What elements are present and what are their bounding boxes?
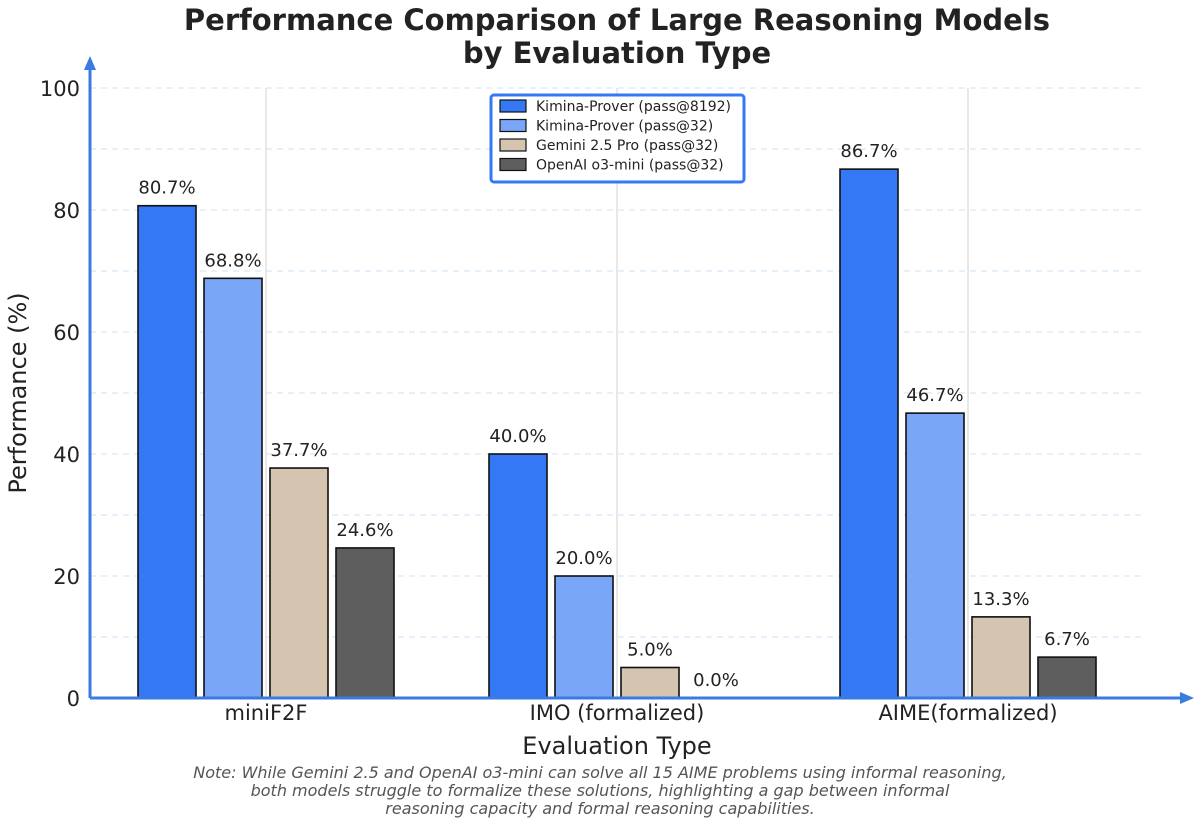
bar-label-0-3: 24.6% (336, 520, 393, 541)
bar-label-2-3: 6.7% (1044, 629, 1090, 650)
bar-value-labels: 80.7% 68.8% 37.7% 24.6% 40.0% 20.0% 5.0% 0.0% 86… (138, 141, 1089, 691)
bar-label-1-0: 40.0% (489, 426, 546, 447)
legend-swatch-2 (499, 138, 527, 152)
bar-0-1 (203, 277, 263, 699)
y-tick-label-60: 60 (53, 321, 80, 345)
legend-swatch-1 (499, 118, 527, 133)
bar-2-2 (971, 616, 1031, 699)
legend-label-2: Gemini 2.5 Pro (pass@32) (536, 138, 718, 154)
bar-0-0 (137, 204, 197, 699)
legend-label-1: Kimina-Prover (pass@32) (536, 119, 713, 135)
y-tick-label-40: 40 (53, 443, 80, 467)
footnote-line-2: both models struggle to formalize these … (251, 781, 950, 800)
bar-label-1-1: 20.0% (555, 548, 612, 569)
bar-label-0-2: 37.7% (270, 440, 327, 461)
legend-label-0: Kimina-Prover (pass@8192) (536, 99, 731, 115)
y-tick-label-100: 100 (40, 77, 80, 101)
x-tick-labels: miniF2F IMO (formalized) AIME(formalized) (225, 701, 1058, 725)
x-tick-label-2: AIME(formalized) (878, 701, 1057, 725)
legend-label-3: OpenAI o3-mini (pass@32) (536, 158, 724, 174)
footnote-line-3: reasoning capacity and formal reasoning … (385, 799, 814, 818)
y-tick-labels: 0 20 40 60 80 100 (40, 77, 80, 711)
footnote-line-1: Note: While Gemini 2.5 and OpenAI o3-min… (193, 763, 1007, 782)
x-axis-label: Evaluation Type (522, 732, 711, 760)
bar-1-2 (620, 666, 680, 699)
legend-swatch-0 (499, 99, 527, 113)
y-tick-label-20: 20 (53, 565, 80, 589)
y-axis-arrowhead (84, 56, 96, 70)
bar-2-3 (1037, 656, 1097, 699)
bar-2-1 (905, 412, 965, 699)
x-axis-arrowhead (1180, 692, 1194, 704)
bar-label-0-0: 80.7% (138, 178, 195, 199)
bar-label-1-3: 0.0% (693, 670, 739, 691)
bar-1-1 (554, 575, 614, 699)
bar-label-0-1: 68.8% (204, 250, 261, 271)
y-tick-label-0: 0 (67, 687, 80, 711)
axes (84, 56, 1194, 704)
y-axis-label: Performance (%) (4, 292, 32, 493)
bar-2-0 (839, 168, 899, 699)
legend: Kimina-Prover (pass@8192) Kimina-Prover (… (489, 93, 746, 184)
legend-box (489, 93, 746, 184)
chart-title-line-2: by Evaluation Type (463, 36, 771, 70)
x-tick-label-0: miniF2F (225, 701, 308, 725)
grid-lines (90, 87, 1145, 698)
bar-label-1-2: 5.0% (627, 640, 673, 661)
bar-0-3 (335, 547, 395, 699)
y-tick-label-80: 80 (53, 199, 80, 223)
bar-label-2-1: 46.7% (906, 385, 963, 406)
bars (137, 168, 1097, 699)
x-tick-label-1: IMO (formalized) (530, 701, 705, 725)
bar-label-2-2: 13.3% (972, 589, 1029, 610)
bar-1-0 (488, 453, 548, 699)
chart-title-line-1: Performance Comparison of Large Reasonin… (184, 3, 1050, 37)
bar-label-2-0: 86.7% (840, 141, 897, 162)
bar-0-2 (269, 467, 329, 699)
legend-swatch-3 (499, 157, 527, 172)
